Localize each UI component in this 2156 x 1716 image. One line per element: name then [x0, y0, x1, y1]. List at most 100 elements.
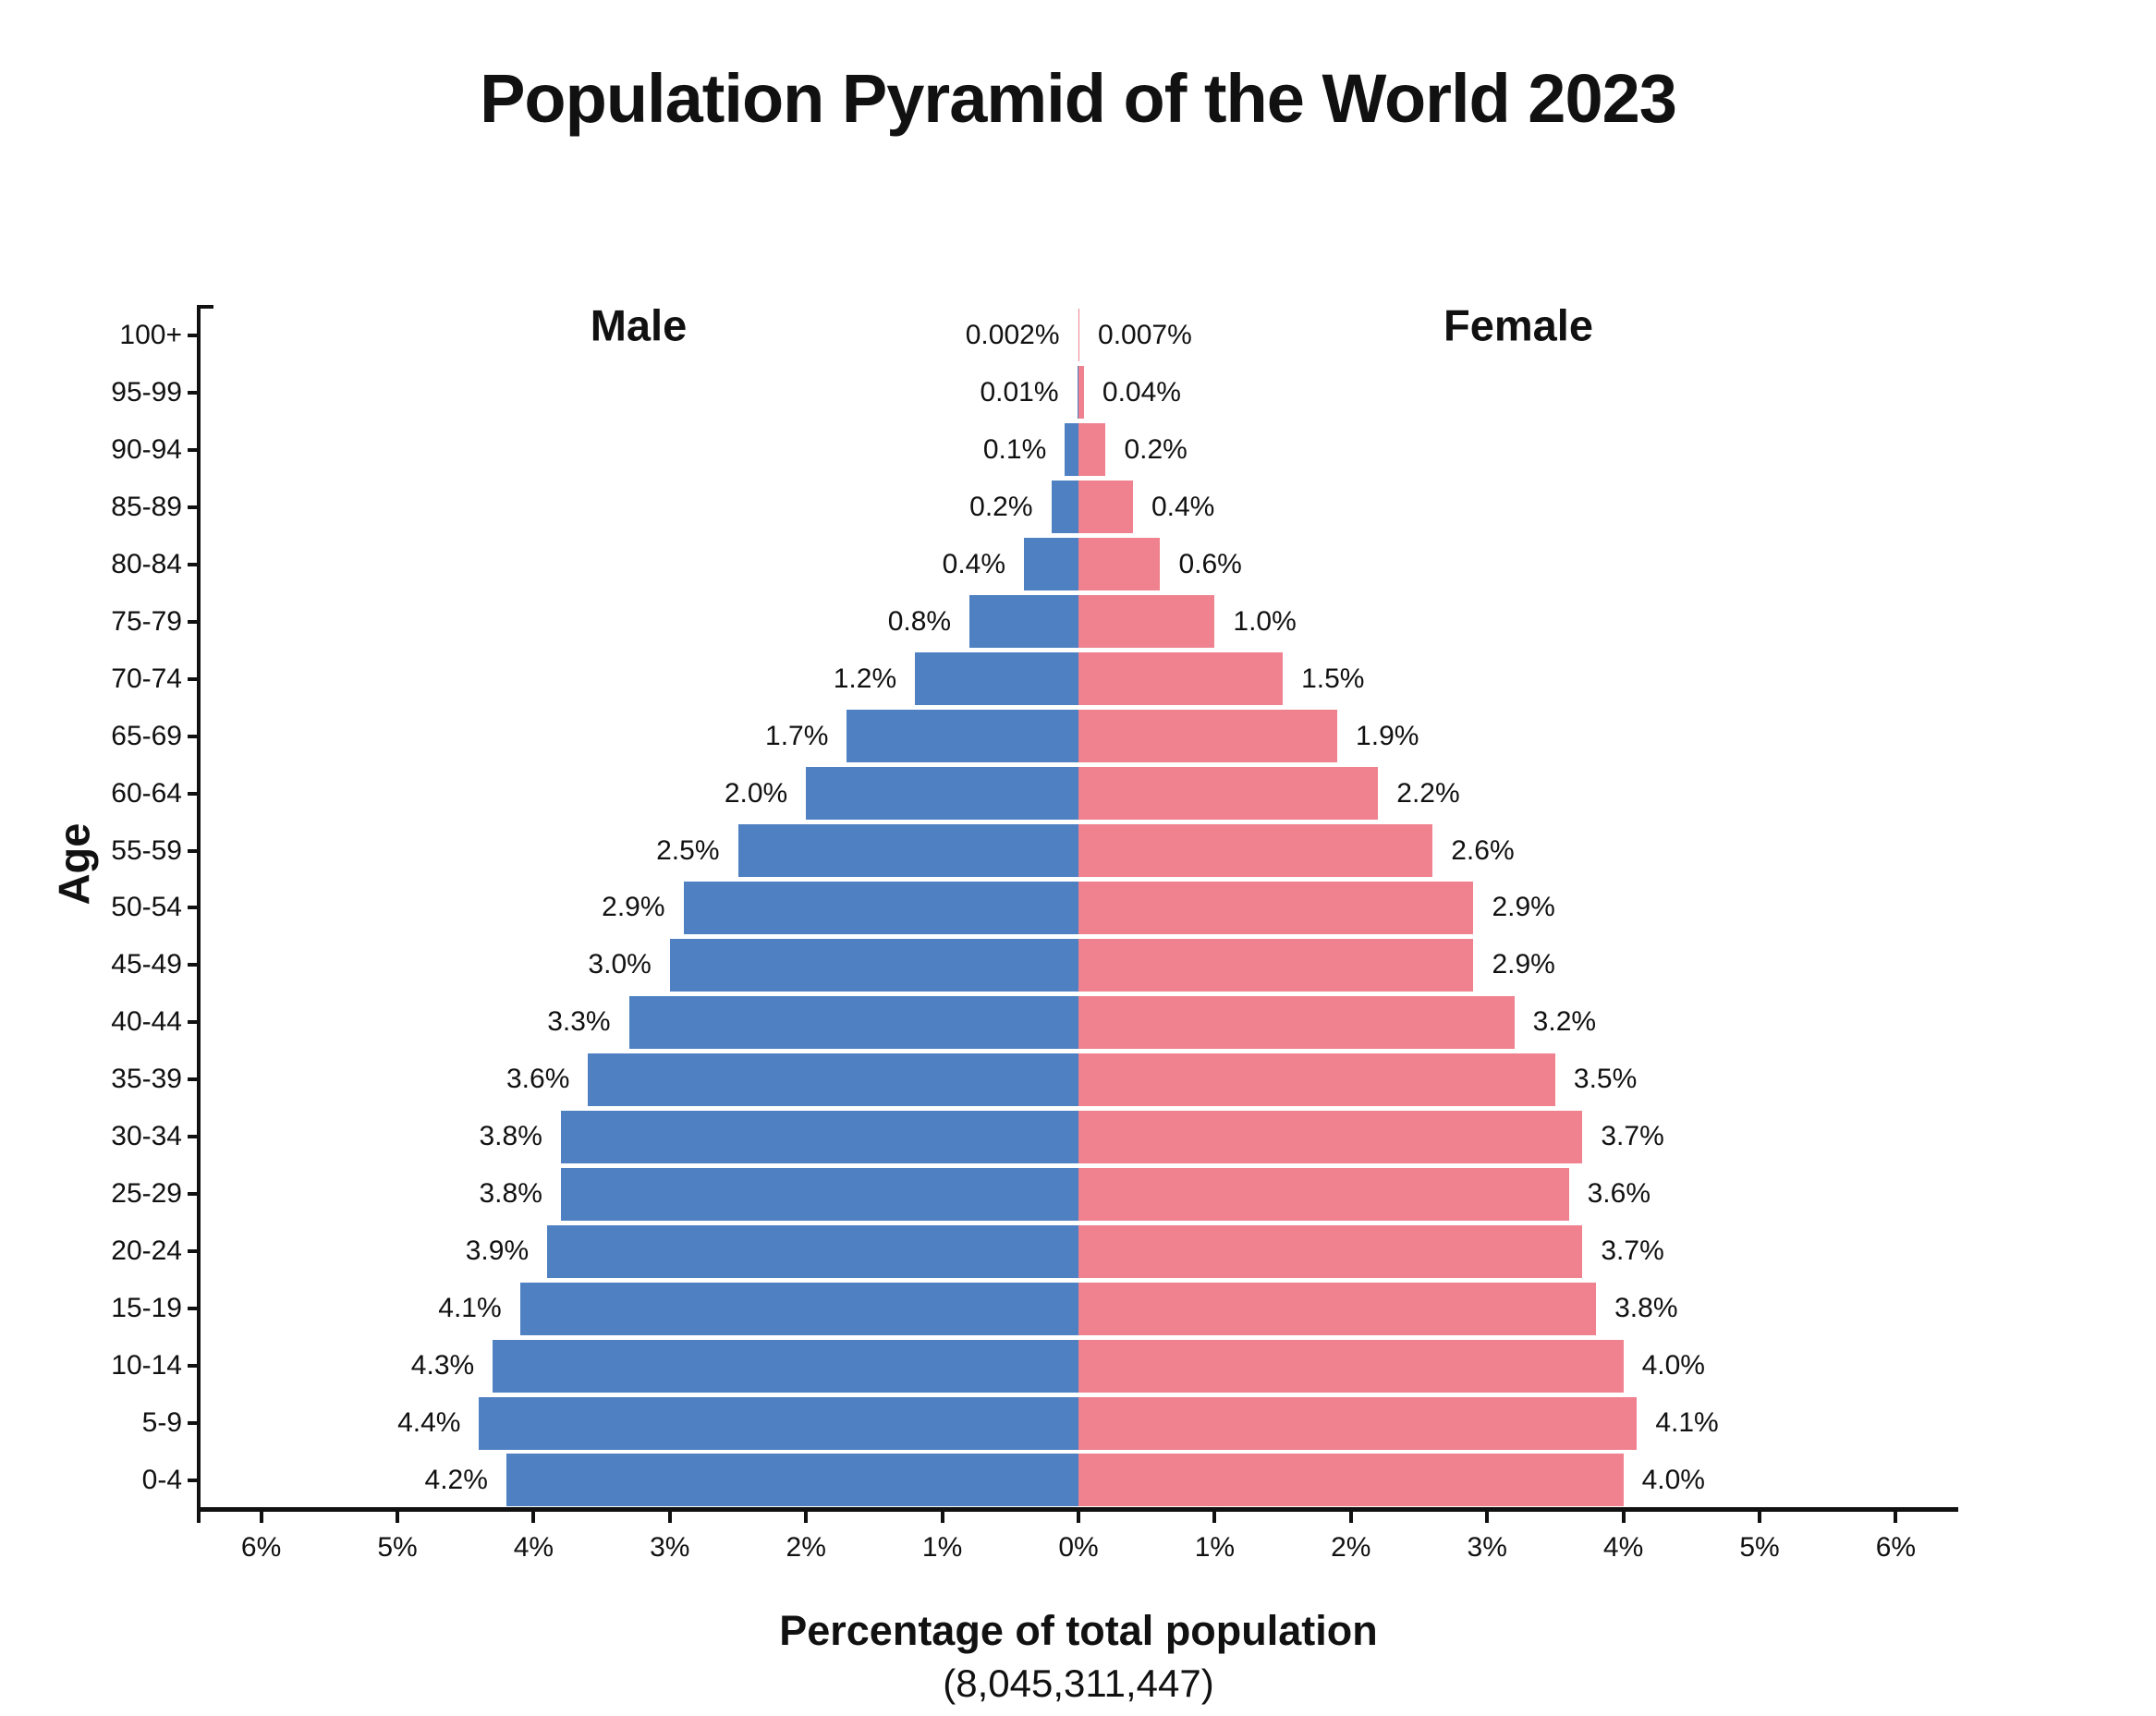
- male-value-label: 0.01%: [980, 376, 1059, 408]
- age-tick-label: 85-89: [111, 491, 182, 522]
- male-bar: [915, 652, 1078, 706]
- x-axis-title: Percentage of total population: [779, 1607, 1378, 1654]
- female-value-label: 3.8%: [1614, 1293, 1678, 1324]
- x-tick-label: 5%: [377, 1532, 418, 1563]
- female-bar: [1078, 767, 1379, 821]
- x-tick-label: 3%: [1467, 1532, 1507, 1563]
- female-bar: [1078, 423, 1106, 477]
- y-axis-tick: [188, 848, 199, 853]
- x-axis-tick: [259, 1512, 263, 1523]
- male-value-label: 3.0%: [588, 949, 652, 980]
- x-axis-tick: [1758, 1512, 1761, 1523]
- female-bar: [1078, 1396, 1638, 1450]
- male-value-label: 0.4%: [942, 548, 1006, 579]
- y-axis-tick: [188, 562, 199, 566]
- age-tick-label: 20-24: [111, 1235, 182, 1267]
- female-bar: [1078, 1053, 1555, 1106]
- male-value-label: 0.1%: [982, 433, 1047, 465]
- male-bar: [806, 767, 1078, 821]
- age-tick-label: 60-64: [111, 777, 182, 809]
- male-bar: [1065, 423, 1078, 477]
- y-axis-line: [197, 305, 201, 1523]
- female-bar: [1078, 881, 1474, 934]
- age-tick-label: 65-69: [111, 720, 182, 751]
- male-value-label: 0.002%: [965, 319, 1060, 350]
- total-population-value: (8,045,311,447): [943, 1661, 1214, 1705]
- female-value-label: 2.6%: [1451, 834, 1515, 866]
- y-axis-tick: [188, 1249, 199, 1254]
- x-axis-tick: [1348, 1512, 1353, 1523]
- female-value-label: 1.9%: [1356, 720, 1419, 751]
- age-tick-label: 40-44: [111, 1006, 182, 1038]
- x-tick-label: 2%: [786, 1532, 826, 1563]
- x-axis-tick: [1621, 1512, 1626, 1523]
- y-axis-tick: [188, 1135, 199, 1139]
- y-axis-tick: [188, 1192, 199, 1197]
- x-tick-label: 6%: [240, 1532, 282, 1563]
- male-bar: [847, 710, 1078, 763]
- x-axis-tick: [1894, 1512, 1898, 1523]
- male-value-label: 3.6%: [506, 1064, 570, 1095]
- x-tick-label: 0%: [1058, 1532, 1099, 1563]
- male-value-label: 3.8%: [479, 1121, 542, 1152]
- male-value-label: 1.2%: [833, 663, 897, 694]
- x-tick-label: 3%: [650, 1532, 690, 1563]
- y-axis-tick: [188, 1020, 199, 1025]
- y-axis-tick: [188, 1307, 199, 1311]
- x-tick-label: 4%: [1602, 1532, 1644, 1563]
- x-axis-tick: [804, 1512, 809, 1523]
- female-series-header: Female: [1443, 300, 1593, 350]
- x-tick-label: 4%: [513, 1532, 554, 1563]
- female-bar: [1078, 595, 1215, 649]
- female-value-label: 4.1%: [1655, 1407, 1719, 1439]
- age-tick-label: 55-59: [111, 834, 182, 866]
- male-bar: [493, 1339, 1078, 1393]
- y-axis-tick: [188, 963, 199, 968]
- female-bar: [1078, 652, 1284, 706]
- male-series-header: Male: [590, 300, 688, 350]
- male-bar: [628, 995, 1078, 1049]
- female-bar: [1078, 710, 1338, 763]
- age-tick-label: 5-9: [141, 1407, 182, 1439]
- female-value-label: 0.04%: [1102, 376, 1181, 408]
- female-value-label: 0.6%: [1178, 548, 1242, 579]
- female-bar: [1078, 1110, 1583, 1163]
- female-value-label: 2.9%: [1492, 949, 1555, 980]
- chart-title: Population Pyramid of the World 2023: [480, 60, 1677, 137]
- x-axis-tick: [396, 1512, 399, 1523]
- y-axis-top-cap: [199, 305, 213, 309]
- male-value-label: 4.3%: [410, 1350, 475, 1381]
- y-axis-tick: [188, 1364, 199, 1369]
- age-tick-label: 70-74: [111, 663, 182, 694]
- female-bar: [1078, 309, 1080, 362]
- x-tick-label: 1%: [921, 1532, 963, 1563]
- x-tick-label: 1%: [1194, 1532, 1236, 1563]
- x-axis-tick: [1485, 1512, 1490, 1523]
- male-bar: [560, 1167, 1078, 1221]
- age-tick-label: 35-39: [111, 1064, 182, 1095]
- y-axis-tick: [188, 1421, 199, 1426]
- female-bar: [1078, 538, 1161, 591]
- age-tick-label: 80-84: [111, 548, 182, 579]
- female-value-label: 3.5%: [1573, 1064, 1638, 1095]
- female-value-label: 4.0%: [1641, 1350, 1705, 1381]
- y-axis-tick: [188, 447, 199, 452]
- male-value-label: 4.4%: [397, 1407, 461, 1439]
- female-bar: [1078, 938, 1474, 992]
- y-axis-tick: [188, 390, 199, 395]
- male-value-label: 0.2%: [969, 491, 1033, 522]
- age-tick-label: 10-14: [111, 1350, 182, 1381]
- y-axis-title: Age: [49, 822, 99, 906]
- y-axis-tick: [188, 676, 199, 681]
- x-axis-line: [199, 1507, 1958, 1512]
- age-tick-label: 90-94: [111, 433, 182, 465]
- x-axis-tick: [1077, 1512, 1080, 1523]
- male-value-label: 4.2%: [424, 1464, 488, 1495]
- male-value-label: 3.9%: [465, 1235, 530, 1267]
- age-tick-label: 0-4: [141, 1464, 182, 1495]
- y-axis-tick: [188, 1077, 199, 1082]
- male-bar: [683, 881, 1078, 934]
- female-value-label: 2.2%: [1396, 777, 1460, 809]
- female-value-label: 0.4%: [1151, 491, 1215, 522]
- male-value-label: 3.8%: [479, 1178, 542, 1210]
